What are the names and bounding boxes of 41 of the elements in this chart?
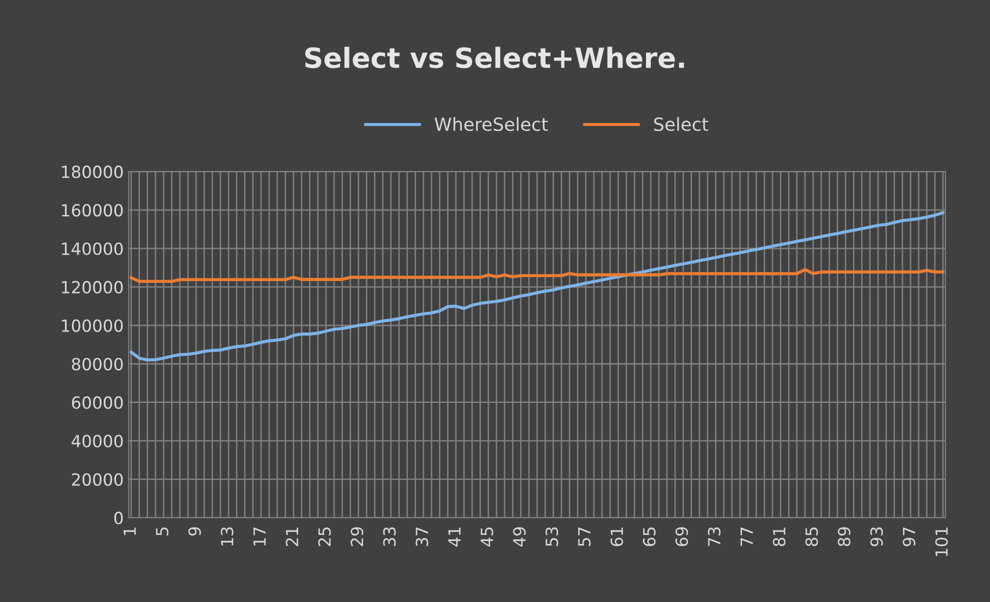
x-tick-label: 73: [708, 527, 721, 546]
y-tick-label: 160000: [62, 204, 123, 217]
x-tick-label: 53: [546, 527, 558, 546]
line-series: [130, 211, 945, 362]
x-tick-label: 101: [935, 528, 948, 556]
x-tick-label: 97: [902, 527, 916, 546]
x-tick-label: 13: [220, 527, 234, 546]
y-tick-label: 60000: [72, 396, 123, 409]
y-tick-label: 120000: [62, 280, 123, 294]
x-tick-label: 9: [188, 527, 201, 536]
legend-label: WhereSelect: [434, 117, 548, 132]
x-tick-label: 81: [772, 528, 786, 546]
y-tick-label: 100000: [62, 319, 123, 332]
y-tick-label: 20000: [72, 473, 123, 486]
legend-label: Select: [654, 117, 708, 132]
y-tick-label: 40000: [72, 434, 123, 448]
x-tick-label: 69: [675, 527, 688, 546]
y-tick-label: 80000: [72, 358, 123, 370]
y-tick-label: 140000: [62, 242, 123, 256]
x-tick-label: 89: [838, 527, 850, 546]
x-tick-label: 45: [480, 528, 494, 546]
x-tick-label: 65: [642, 528, 656, 546]
x-tick-label: 61: [610, 528, 624, 546]
x-tick-label: 85: [805, 528, 818, 546]
x-tick-label: 25: [318, 528, 331, 546]
x-tick-label: 77: [740, 527, 753, 546]
x-tick-label: 93: [870, 527, 883, 546]
x-tick-label: 5: [156, 528, 168, 536]
chart-title: Select vs Select+Where.: [305, 46, 684, 68]
line-series: [130, 268, 945, 283]
x-tick-label: 37: [416, 527, 428, 546]
x-tick-label: 29: [350, 527, 364, 546]
y-tick-label: 0: [114, 512, 123, 524]
y-tick-label: 180000: [62, 166, 123, 178]
x-tick-label: 57: [578, 527, 591, 546]
x-tick-label: 33: [383, 527, 396, 546]
x-tick-label: 17: [253, 527, 266, 546]
x-tick-label: 49: [513, 527, 526, 546]
x-tick-label: 41: [448, 528, 460, 546]
x-tick-label: 21: [286, 528, 298, 546]
x-tick-label: 1: [124, 528, 136, 535]
